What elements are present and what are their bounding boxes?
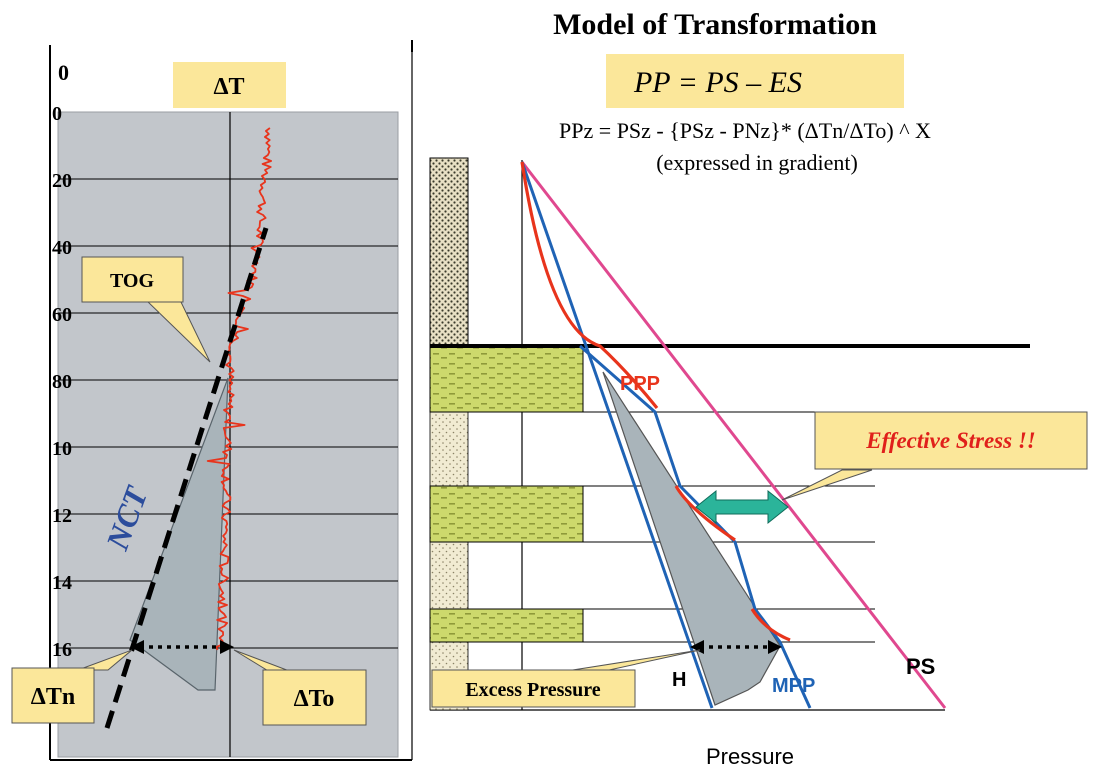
effective-stress-pointer (781, 469, 873, 501)
ppp-curve-3 (750, 608, 791, 642)
ppp-upper-curve (520, 161, 659, 410)
depth-tick-label: 40 (52, 237, 72, 259)
mpp-line (579, 344, 812, 709)
depth-tick-label: 60 (52, 304, 72, 326)
delta-to-box (262, 669, 367, 726)
depth-tick-label: 10 (52, 438, 72, 460)
hydrostatic-line (520, 161, 714, 709)
delta-t-header-label: ΔT (213, 74, 244, 100)
top-axis-tick: 0 (58, 60, 69, 85)
depth-tick-label: 12 (52, 505, 72, 527)
sand-layer-2 (429, 485, 584, 543)
sand-layer-1 (429, 345, 584, 413)
overburden-ps-line (520, 161, 947, 709)
effective-stress-arrow (695, 489, 789, 525)
depth-tick-label: 80 (52, 371, 72, 393)
double-arrow-shape (695, 489, 789, 525)
arrowhead-right (220, 640, 234, 654)
excess-pressure-callout: Excess Pressure (431, 649, 701, 708)
sub-equation-note: (expressed in gradient) (656, 150, 858, 175)
effective-stress-label: Effective Stress !! (865, 428, 1036, 453)
shale-column-top (429, 157, 469, 347)
nct-trend-line (104, 227, 269, 729)
arrowhead-left (130, 640, 144, 654)
tog-callout: TOG (81, 256, 211, 363)
delta-to-label: ΔTo (294, 686, 335, 712)
excess-triangle-right (602, 371, 781, 706)
diagram-title: Model of Transformation (553, 8, 877, 41)
effective-stress-box (814, 411, 1088, 470)
shale-layer-1 (429, 411, 469, 487)
excess-arrowhead-left (690, 640, 704, 654)
pressure-axis-label: Pressure (706, 744, 794, 769)
depth-tick-label: 14 (52, 572, 72, 594)
ppp-label: PPP (620, 373, 660, 395)
delta-tn-box (11, 667, 95, 724)
excess-pressure-box (431, 669, 636, 708)
effective-stress-callout: Effective Stress !! (781, 411, 1088, 501)
ppp-curve-2 (674, 485, 736, 542)
excess-arrowhead-right (768, 640, 782, 654)
ps-label: PS (906, 654, 935, 679)
excess-triangle-left (129, 377, 229, 691)
delta-to-callout: ΔTo (233, 649, 367, 726)
tog-label: TOG (110, 270, 155, 292)
delta-tn-callout: ΔTn (11, 649, 133, 724)
main-equation-box (606, 54, 904, 108)
depth-tick-label: 16 (52, 639, 72, 661)
sand-layer-3 (429, 608, 584, 643)
h-label: H (672, 669, 686, 691)
excess-pressure-label: Excess Pressure (465, 679, 600, 701)
depth-tick-label: 0 (52, 103, 62, 125)
delta-t-header-box (173, 62, 286, 108)
sub-equation: PPz = PSz - {PSz - PNz}* (ΔTn/ΔTo) ^ X (559, 118, 931, 143)
depth-tick-label: 20 (52, 170, 72, 192)
sonic-log-curve (206, 127, 273, 651)
depth-tick-labels: 0 20 40 60 80 10 12 14 16 (52, 103, 72, 661)
mpp-label: MPP (772, 675, 815, 697)
right-pressure-panel: Effective Stress !! Excess Pressure PPP … (429, 157, 1088, 769)
delta-tn-label: ΔTn (31, 684, 75, 710)
main-equation: PP = PS – ES (633, 66, 802, 99)
tog-callout-box (81, 256, 184, 303)
shale-layer-2 (429, 541, 469, 610)
